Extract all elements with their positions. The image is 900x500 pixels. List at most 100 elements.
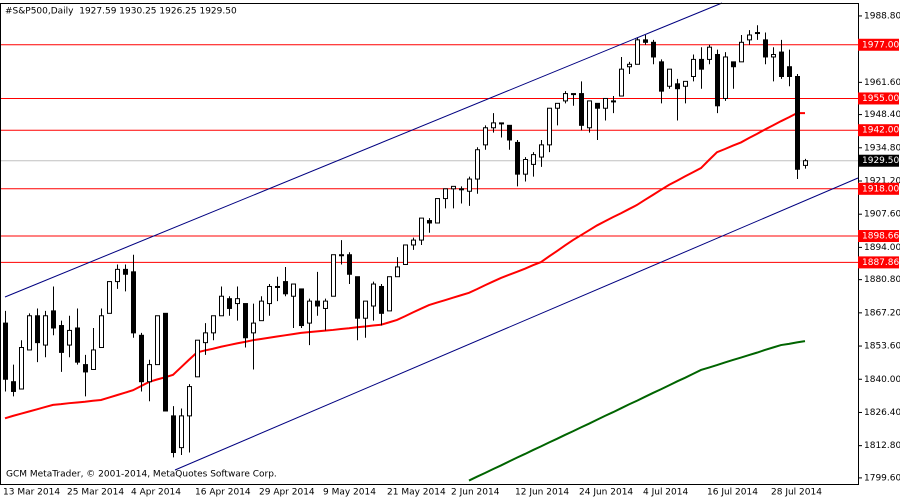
candle-body [435,198,440,224]
candle-body [515,141,520,175]
level-label-box [858,230,899,243]
candle-body [227,298,232,309]
candle-body [675,83,680,90]
candle-body [755,32,760,35]
candle-body [35,315,40,344]
x-tick-label: 24 Jun 2014 [579,488,633,498]
y-tick-label: 1880.80 [864,275,900,285]
y-tick-label: 1840.00 [864,375,900,385]
candle-body [363,300,368,319]
candle-body [547,107,552,146]
level-label: 1887.86 [862,258,899,268]
x-tick-label: 9 May 2014 [323,488,376,498]
candle-body [147,364,152,383]
candle-body [51,310,56,329]
candle-body [467,178,472,192]
candle-body [219,295,224,317]
level-label: 1942.00 [862,126,899,136]
candle-body [131,271,136,334]
candle-body [251,322,256,334]
candle-body [331,254,336,297]
candle-body [27,315,32,351]
candle-body [691,58,696,77]
moving-average [468,340,806,482]
x-tick-label: 16 Jul 2014 [707,488,758,498]
candle-body [603,97,608,109]
candle-body [787,66,792,77]
y-tick-label: 1812.80 [864,441,900,451]
candle-body [299,288,304,327]
candle-body [475,149,480,180]
candle-body [403,244,408,265]
candle-body [779,51,784,77]
candle-body [75,327,80,363]
candle-body [139,334,144,383]
candle-body [571,93,576,96]
chart-title: #S&P500,Daily 1927.59 1930.25 1926.25 19… [5,7,237,17]
candle-body [651,41,656,58]
candle-body [275,285,280,288]
candle-body [419,217,424,241]
candle-body [387,276,392,312]
candle-body [123,268,128,275]
y-tick-label: 1988.80 [864,11,900,21]
candle-body [291,283,296,297]
x-tick-label: 29 Apr 2014 [259,488,315,498]
candle-body [67,329,72,346]
level-label-box [858,182,899,195]
candle-body [283,281,288,295]
candle-body [539,144,544,158]
channel-upper [4,2,723,298]
candle-body [211,315,216,334]
candle-body [171,415,176,454]
candle-body [347,254,352,275]
candle-body [635,39,640,65]
x-tick-label: 2 Jun 2014 [451,488,500,498]
candle-body [235,298,240,305]
y-tick-label: 1961.60 [864,78,900,88]
x-tick-label: 16 Apr 2014 [195,488,251,498]
candle-body [611,100,616,103]
x-tick-label: 13 Mar 2014 [3,488,60,498]
y-tick-label: 1948.40 [864,110,900,120]
price-label: 1929.50 [862,156,899,166]
candle-body [91,349,96,370]
candle-body [587,100,592,129]
candle-body [723,56,728,99]
candle-body [411,239,416,246]
candle-body [99,315,104,349]
candle-body [371,283,376,307]
x-tick-label: 25 Mar 2014 [67,488,124,498]
candle-body [667,68,672,87]
level-label: 1918.00 [862,184,899,194]
candle-body [699,58,704,70]
candle-body [579,93,584,126]
candle-body [243,303,248,339]
candle-body [323,300,328,309]
candle-body [555,102,560,109]
candle-body [715,54,720,107]
level-label-box [858,124,899,137]
candle-body [107,281,112,314]
candle-body [771,54,776,58]
level-label: 1977.00 [862,40,899,50]
candle-body [795,75,800,170]
level-label-box [858,38,899,51]
candle-body [643,39,648,43]
candle-body [739,41,744,63]
candle-body [259,300,264,322]
y-tick-label: 1826.40 [864,408,900,418]
candle-body [707,46,712,60]
candle-body [203,332,208,344]
candle-body [659,61,664,92]
candle-body [459,188,464,191]
candle-body [683,80,688,87]
level-label: 1898.66 [862,232,899,242]
candle-body [115,268,120,283]
level-label-box [858,92,899,105]
candle-body [563,93,568,102]
candle-body [395,266,400,278]
x-tick-label: 21 May 2014 [387,488,446,498]
